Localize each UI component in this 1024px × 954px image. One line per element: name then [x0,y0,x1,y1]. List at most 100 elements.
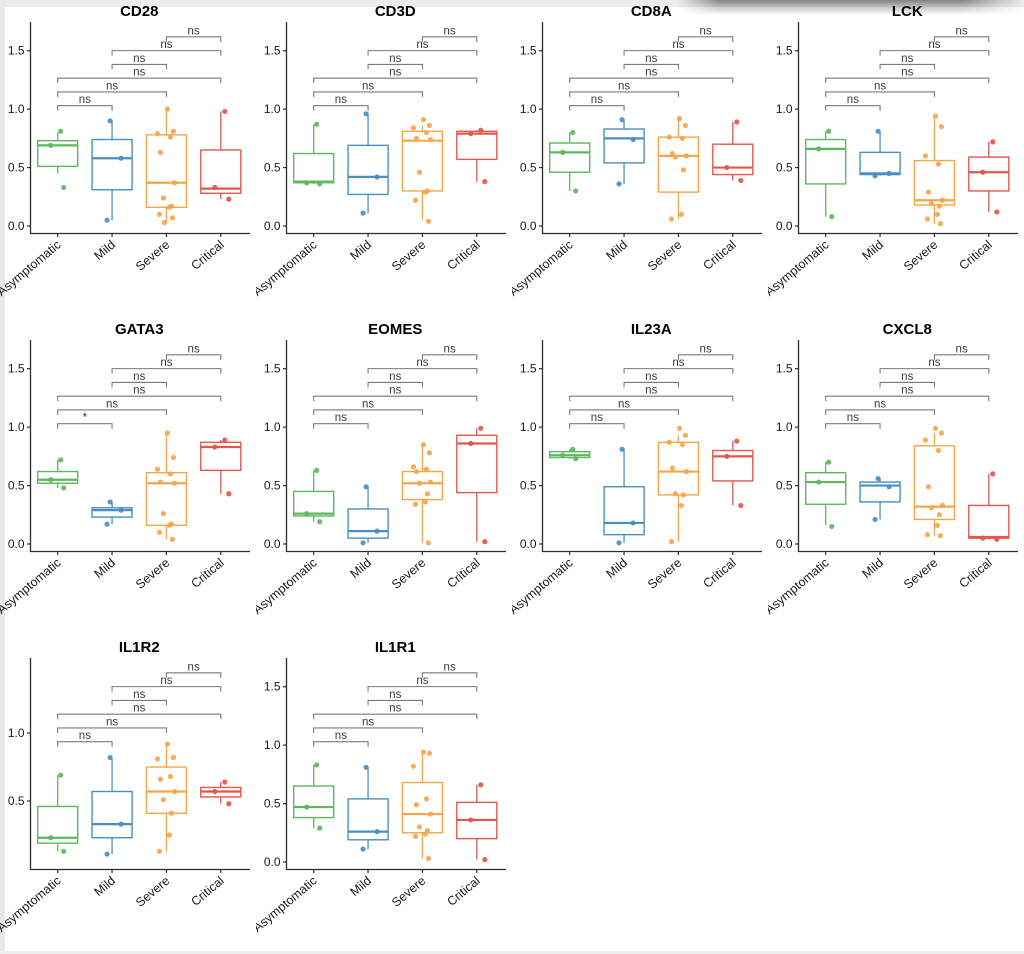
jitter-point [886,170,892,177]
sig-label: ns [389,689,401,701]
sig-bracket [569,409,679,415]
jitter-point [154,131,161,137]
sig-label: ns [416,39,428,51]
jitter-point [875,475,881,482]
jitter-point [683,468,690,475]
jitter-point [420,117,427,123]
sig-bracket [421,36,478,42]
y-tick-label: 0.5 [776,161,793,175]
y-tick-label: 0.0 [264,537,281,551]
jitter-point [423,796,430,802]
jitter-point [925,189,932,195]
jitter-point [616,540,622,546]
iqr-box [91,138,133,191]
jitter-point [669,150,676,157]
sig-bracket [57,741,113,747]
x-tick-label: Critical [188,874,226,909]
jitter-point [410,763,417,769]
iqr-box [36,470,79,484]
jitter-point [734,119,740,125]
sig-bracket [313,105,369,111]
y-tick-label: 0.5 [776,479,793,493]
x-tick-label: Severe [133,238,172,274]
iqr-box [804,138,847,185]
jitter-point [412,501,419,507]
sig-bracket [677,36,734,42]
sig-label: ns [928,39,940,51]
y-tick-label: 0.5 [520,479,537,493]
sig-bracket [569,91,679,97]
jitter-point [672,154,679,160]
jitter-point [166,522,173,528]
sig-label: ns [160,39,172,51]
x-tick-label: Mild [603,238,630,263]
sig-bracket [111,381,167,388]
sig-bracket [677,354,734,360]
x-tick-label: Asymptomatic [512,556,576,617]
jitter-point [570,446,576,452]
panel-title: CXCL8 [883,321,932,338]
iqr-box [968,156,1010,192]
panel-title: EOMES [368,321,422,338]
jitter-point [478,425,484,431]
x-tick-label: Mild [347,238,374,263]
sig-label: ns [618,80,630,92]
x-tick-label: Mild [859,556,886,581]
panel-il23a: IL23A 0.0 0.5 1.0 1.5 Asymptomatic Mild Severe C… [512,321,762,617]
jitter-point [922,153,929,159]
y-tick-label: 1.0 [776,102,793,116]
panel-cd8a: CD8A 0.0 0.5 1.0 1.5 Asymptomatic Mild Severe Cr… [512,3,762,299]
jitter-point [416,169,423,175]
panel-title: GATA3 [115,321,164,338]
box-critical [456,782,498,863]
jitter-point [468,817,474,823]
jitter-point [422,189,429,195]
jitter-point [426,122,433,129]
sig-label: ns [133,53,145,65]
box-severe [657,425,700,545]
sig-label: ns [901,67,913,79]
jitter-point [363,111,369,117]
jitter-point [166,832,173,838]
sig-label: ns [335,94,347,106]
x-tick-label: Critical [188,556,226,591]
sig-label: ns [160,357,172,369]
jitter-point [422,499,429,505]
sig-bracket [313,91,423,97]
sig-bracket [825,423,881,429]
box-asymptomatic [292,762,335,831]
sig-label: * [83,412,88,424]
y-tick-label: 1.5 [8,362,25,376]
jitter-point [875,128,881,134]
box-mild [347,111,389,216]
jitter-point [161,219,168,226]
jitter-point [829,523,835,530]
x-tick-label: Asymptomatic [512,238,576,299]
jitter-point [314,762,320,768]
sig-label: ns [700,25,712,37]
iqr-box [859,151,901,176]
jitter-point [619,446,625,452]
sig-label: ns [389,371,401,383]
sig-bracket [623,381,679,388]
sig-label: ns [956,343,968,355]
sig-label: ns [901,385,913,397]
box-severe [145,430,188,542]
sig-bracket [57,713,222,720]
jitter-point [482,857,488,863]
sig-label: ns [389,703,401,715]
sig-label: ns [79,94,91,106]
jitter-point [171,180,178,186]
box-severe [913,113,956,227]
jitter-point [938,124,945,130]
jitter-point [154,466,161,472]
x-tick-label: Asymptomatic [0,874,64,935]
jitter-point [314,467,320,473]
jitter-point [666,439,673,445]
jitter-point [160,195,167,201]
panel-cxcl8: CXCL8 0.0 0.5 1.0 1.5 Asymptomatic Mild Severe C… [768,321,1018,617]
panel-il1r1: IL1R1 0.0 0.5 1.0 1.5 Asymptomatic Mild Severe C… [256,639,506,935]
jitter-point [118,155,124,161]
sig-bracket [879,63,935,70]
